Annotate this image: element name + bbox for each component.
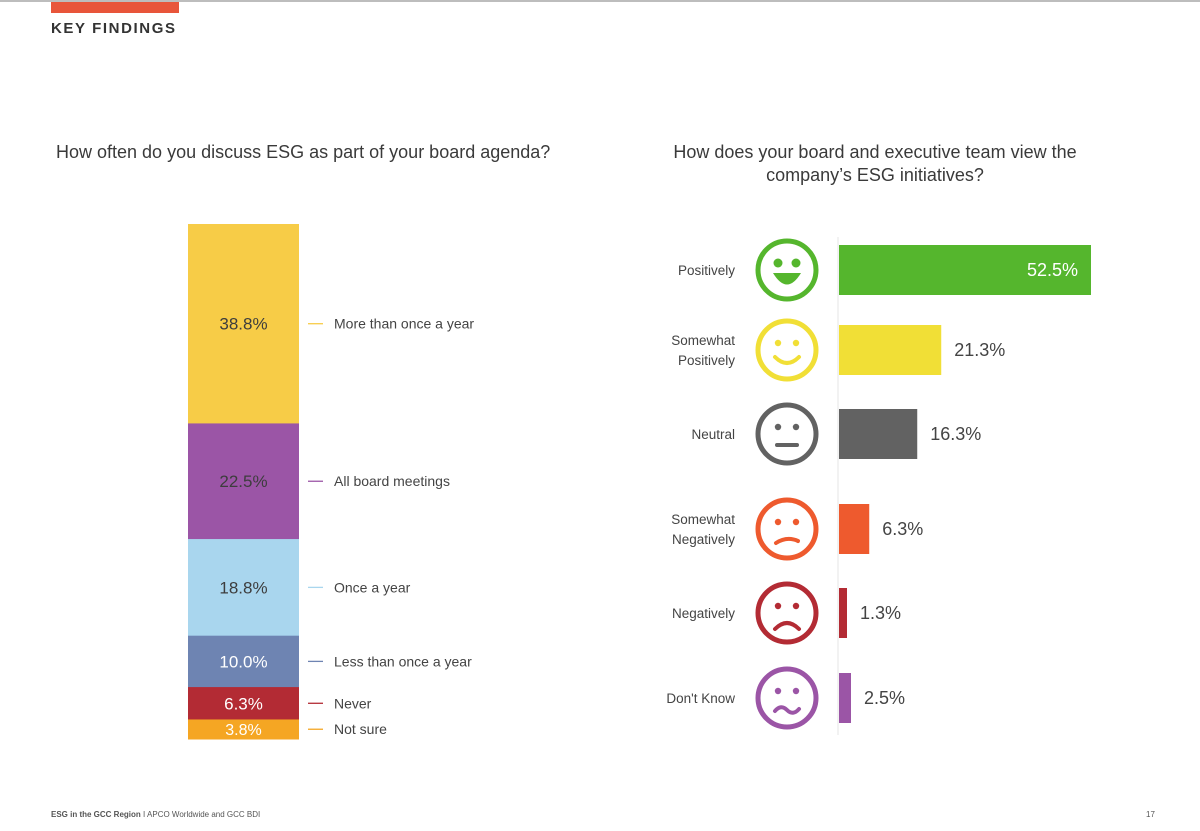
stacked-chart-title: How often do you discuss ESG as part of … [56,142,551,162]
bar-value-label: 1.3% [860,603,901,623]
bar-category-line: Neutral [691,427,735,442]
face-mouth [774,536,800,545]
bar-category-line: Negatively [672,532,735,547]
bar-chart-title: How does your board and executive team v… [673,142,1077,185]
segment-value-label: 6.3% [224,694,263,713]
stacked-segment [188,687,299,720]
bar-category-label: Negatively [672,606,735,621]
segment-value-label: 22.5% [219,472,267,491]
face-eye [792,423,800,431]
bar-value-label: 2.5% [864,688,905,708]
bar-value-label: 16.3% [930,424,981,444]
bar-category-label: Somewhat Negatively [671,512,735,547]
face-eye [774,339,782,347]
face-eye [792,687,800,695]
frown-face-icon [755,581,819,645]
page-number: 17 [1146,810,1155,819]
face-outline [755,666,819,730]
stacked-segment [188,635,299,688]
smile-face-icon [755,318,819,382]
face-outline [755,238,819,302]
face-eye [774,602,782,610]
happy-face-icon [755,238,819,302]
section-label: KEY FINDINGS [51,20,177,37]
segment-category-label: All board meetings [334,473,450,489]
confused-face-icon [755,666,819,730]
sentiment-bar [839,245,1091,295]
face-eye [774,687,782,695]
face-eye [774,423,782,431]
face-eye [791,258,801,268]
stacked-segment [188,423,299,540]
face-eye [792,602,800,610]
segment-value-label: 18.8% [219,578,267,597]
sentiment-bar [839,504,870,554]
face-mouth [773,705,801,715]
segment-category-label: Once a year [334,579,411,595]
sentiment-bar [839,588,847,638]
face-outline [755,581,819,645]
bar-category-label: Neutral [691,427,735,442]
face-eye [792,518,800,526]
sentiment-bar [839,325,942,375]
bar-category-line: Positively [678,263,735,278]
slight-frown-face-icon [755,497,819,561]
segment-category-label: Less than once a year [334,653,472,669]
bar-value-label: 52.5% [1027,260,1078,280]
face-eye [774,518,782,526]
face-outline [755,497,819,561]
segment-value-label: 10.0% [219,652,267,671]
top-rule [0,0,1200,2]
stacked-segment [188,539,299,637]
footer-credit: ESG in the GCC Region I APCO Worldwide a… [51,810,260,819]
bar-category-label: Somewhat Positively [671,333,735,368]
bar-category-line: Somewhat [671,512,735,527]
face-outline [755,402,819,466]
bar-category-label: Positively [678,263,735,278]
bar-category-label: Don't Know [666,691,735,706]
face-eye [792,339,800,347]
segment-category-label: Not sure [334,721,387,737]
bar-category-line: Somewhat [671,333,735,348]
bar-category-line: Don't Know [666,691,735,706]
face-mouth [773,621,801,631]
stacked-segment [188,719,299,740]
bar-category-line: Negatively [672,606,735,621]
bar-value-label: 21.3% [954,340,1005,360]
footer-credit-text: APCO Worldwide and GCC BDI [147,810,261,819]
sentiment-bar [839,409,918,459]
face-mouth [773,273,801,285]
stacked-segment [188,224,299,424]
face-mouth [773,355,801,365]
segment-category-label: Never [334,695,372,711]
segment-category-label: More than once a year [334,316,474,332]
segment-value-label: 3.8% [225,722,261,739]
footer-separator: I [143,810,146,819]
face-eye [773,258,783,268]
neutral-face-icon [755,402,819,466]
segment-value-label: 38.8% [219,315,267,334]
accent-bar [51,2,179,13]
face-outline [755,318,819,382]
bar-value-label: 6.3% [882,519,923,539]
sentiment-bar [839,673,851,723]
footer-report-title: ESG in the GCC Region [51,810,141,819]
bar-category-line: Positively [678,353,735,368]
